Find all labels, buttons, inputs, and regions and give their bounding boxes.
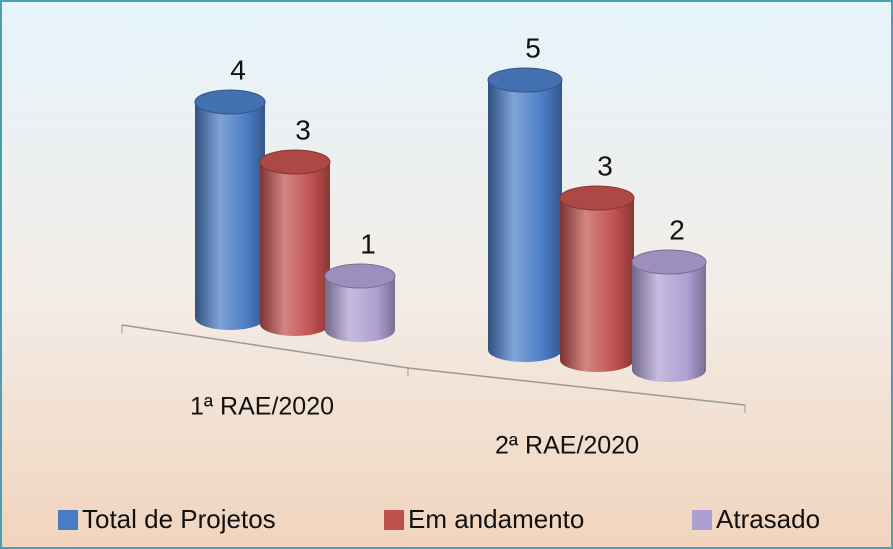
legend-swatch bbox=[384, 510, 404, 530]
cylinder-top bbox=[259, 149, 331, 175]
legend-swatch bbox=[58, 510, 78, 530]
x-tick-label: 2ª RAE/2020 bbox=[495, 432, 639, 460]
data-label: 1 bbox=[360, 228, 376, 259]
data-label: 5 bbox=[525, 32, 541, 63]
cylinder-top bbox=[324, 263, 396, 289]
cylinder-top bbox=[194, 89, 266, 115]
bar bbox=[195, 102, 265, 318]
bar bbox=[560, 198, 634, 360]
data-label: 4 bbox=[230, 54, 246, 85]
legend-label: Total de Projetos bbox=[82, 504, 276, 534]
bar bbox=[488, 80, 562, 350]
bar bbox=[632, 262, 706, 370]
legend-swatch bbox=[692, 510, 712, 530]
legend-label: Atrasado bbox=[716, 504, 820, 534]
cylinder-top bbox=[487, 67, 563, 93]
data-label: 2 bbox=[669, 214, 685, 245]
x-tick-label: 1ª RAE/2020 bbox=[190, 393, 334, 421]
cylinder-top bbox=[559, 185, 635, 211]
data-label: 3 bbox=[295, 114, 311, 145]
legend-label: Em andamento bbox=[408, 504, 584, 534]
data-label: 3 bbox=[597, 150, 613, 181]
cylinder-top bbox=[631, 249, 707, 275]
bar bbox=[260, 162, 330, 324]
